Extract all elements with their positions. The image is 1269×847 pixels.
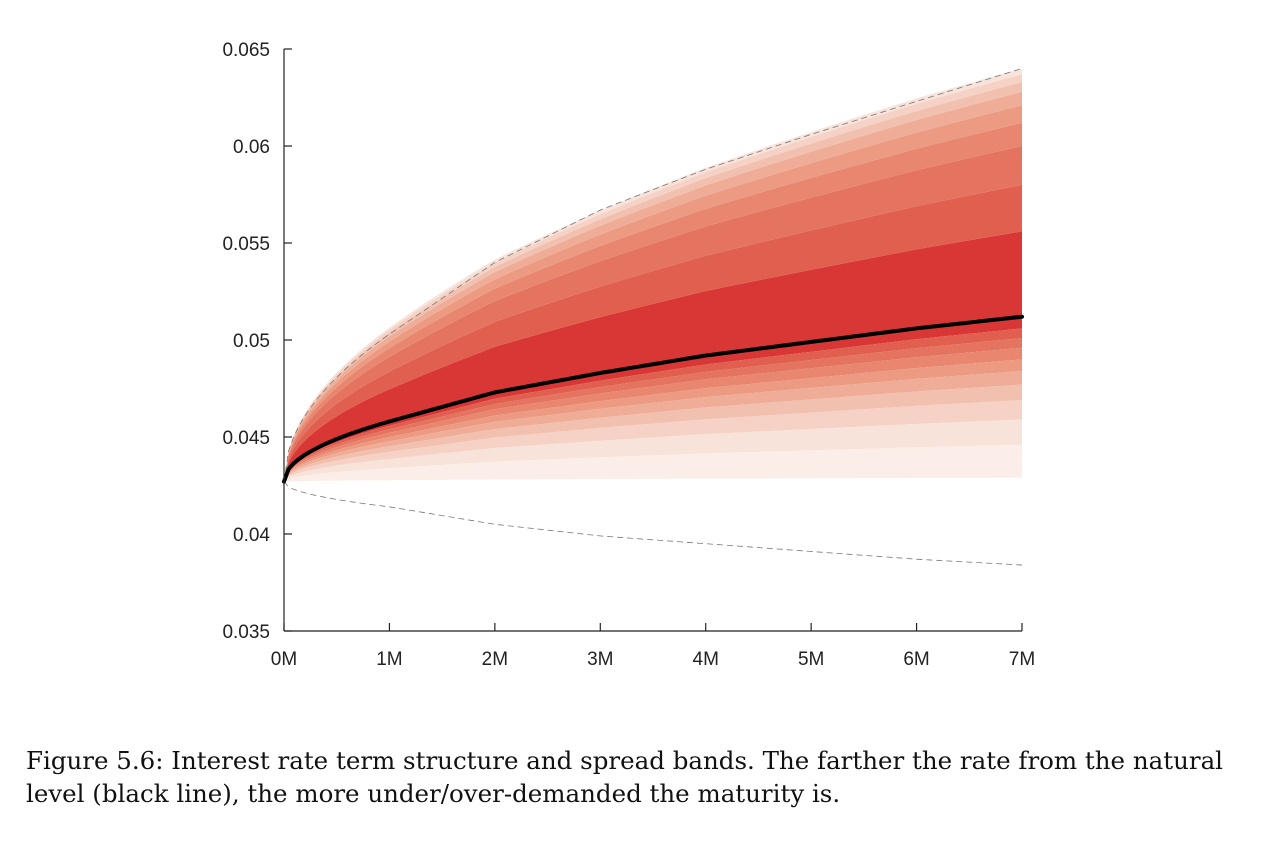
natural-rate-line (282, 314, 1024, 484)
envelope-lines (283, 68, 1023, 566)
x-tick-label: 5M (798, 649, 824, 670)
x-tick-label: 1M (376, 649, 402, 670)
lower-band-3 (284, 338, 1022, 482)
figure-caption: Figure 5.6: Interest rate term structure… (26, 746, 1224, 808)
x-tick-label: 4M (693, 649, 719, 670)
lower-band-1 (284, 316, 1022, 482)
upper-band-3 (284, 146, 1022, 482)
x-tick-label: 3M (587, 649, 613, 670)
lower-band-9 (284, 419, 1022, 482)
lower-band-8 (284, 400, 1022, 482)
y-tick-label: 0.045 (222, 428, 270, 449)
y-tick-label: 0.06 (233, 137, 270, 158)
lower-band-6 (284, 371, 1022, 482)
y-tick-label: 0.035 (222, 622, 270, 643)
y-tick-label: 0.05 (233, 331, 270, 352)
y-tick-label: 0.055 (222, 234, 270, 255)
x-tick-label: 6M (903, 649, 929, 670)
y-tick-label: 0.04 (233, 525, 270, 546)
upper-band-2 (284, 184, 1022, 482)
x-tick-label: 0M (271, 649, 297, 670)
upper-band-4 (284, 122, 1022, 482)
lower-band-7 (284, 384, 1022, 482)
y-ticks: 0.035 0.04 0.045 0.05 0.055 0.06 0.065 (222, 40, 292, 643)
lower-band-4 (284, 347, 1022, 482)
lower-band-2 (284, 328, 1022, 482)
spread-bands (284, 68, 1022, 482)
x-tick-label: 2M (482, 649, 508, 670)
lower-band-5 (284, 359, 1022, 482)
x-tick-label: 7M (1009, 649, 1035, 670)
lower-band-10 (284, 444, 1022, 482)
term-structure-chart: 0.035 0.04 0.045 0.05 0.055 0.06 0.065 0M 1M 2M 3… (222, 40, 1035, 670)
lower-envelope-line (283, 481, 1023, 566)
natural-line-group (282, 314, 1024, 484)
y-tick-label: 0.065 (222, 40, 270, 61)
x-ticks: 0M 1M 2M 3M 4M 5M 6M 7M (271, 623, 1035, 670)
upper-band-1 (284, 231, 1022, 482)
